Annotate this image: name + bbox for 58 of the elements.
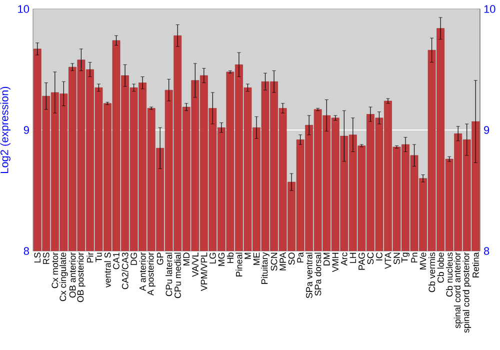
x-tick-label: SN	[394, 252, 400, 264]
x-tick-label: Cb vermis	[428, 252, 436, 292]
x-tick-label: Pn	[411, 252, 418, 262]
x-tick-label: Tu	[96, 252, 102, 262]
x-tick-label: DM	[324, 252, 330, 266]
x-tick-label: Pa	[297, 252, 304, 262]
x-tick-label: MG	[218, 252, 225, 266]
x-tick-label: ME	[253, 252, 260, 265]
x-tick-label: Retina	[472, 252, 479, 278]
x-tick-label: Arc	[341, 252, 348, 266]
x-tick-label: CA2/CA3	[122, 252, 128, 290]
x-tick-label: MD	[183, 252, 190, 266]
y-tick-label: 10	[18, 5, 30, 13]
x-tick-label: CPu lateral	[166, 252, 172, 296]
x-tick-label: SCN	[270, 252, 278, 271]
x-tick-label: spinal cord anterior	[454, 252, 462, 328]
x-tick-label: LG	[209, 252, 216, 264]
x-tick-label: OB posterior	[77, 252, 86, 302]
x-tick-label: MPA	[280, 252, 286, 270]
y2-tick-label: 8	[484, 247, 490, 255]
y-tick-label: 8	[24, 247, 29, 255]
y-axis-title: Log2 (expression)	[0, 86, 10, 173]
x-tick-label: SPa dorsal	[314, 252, 322, 296]
x-tick-label: SC	[367, 252, 374, 264]
x-tick-label: Cb nucleus	[446, 252, 453, 297]
x-tick-label: VTA	[384, 252, 392, 269]
x-tick-label: SPa ventral	[306, 252, 312, 298]
x-tick-label: OB anterior	[69, 252, 76, 298]
x-tick-label: RS	[42, 252, 50, 264]
x-tick-label: LH	[350, 252, 356, 263]
x-tick-label: Cx motor	[52, 252, 58, 288]
x-tick-label: M	[244, 252, 251, 259]
x-tick-label: LS	[34, 252, 41, 262]
x-tick-label: IC	[376, 252, 382, 260]
x-tick-label: SO	[288, 252, 295, 265]
x-tick-label: A anterior	[139, 252, 146, 292]
x-tick-label: Pir	[86, 252, 94, 262]
y2-tick-label: 10	[484, 5, 496, 13]
x-tick-label: VA/VL	[192, 252, 198, 277]
x-tick-label: Tg	[401, 252, 410, 262]
x-tick-label: CPu medial	[174, 252, 181, 298]
x-tick-label: GP	[156, 252, 164, 265]
x-tick-label: VMH	[332, 252, 338, 272]
x-tick-label: Pineal	[236, 252, 242, 276]
x-tick-label: Cx cingulate	[59, 252, 68, 302]
x-tick-label: Hb	[226, 252, 234, 263]
x-tick-label: Cb lobe	[437, 252, 444, 283]
x-tick-label: PAG	[358, 252, 365, 270]
x-tick-label: Pituitary	[261, 252, 270, 284]
x-tick-label: spinal cord posterior	[462, 252, 472, 333]
x-tick-label: VPM/VPL	[200, 252, 208, 292]
x-tick-label: ventral S	[104, 252, 111, 288]
x-tick-label: CA1	[113, 252, 120, 270]
y2-tick-label: 9	[484, 126, 490, 134]
x-tick-label: A posterior	[147, 252, 156, 296]
x-tick-label: MVe	[420, 252, 426, 270]
x-tick-label: DG	[130, 252, 137, 265]
y-tick-label: 9	[24, 126, 29, 134]
